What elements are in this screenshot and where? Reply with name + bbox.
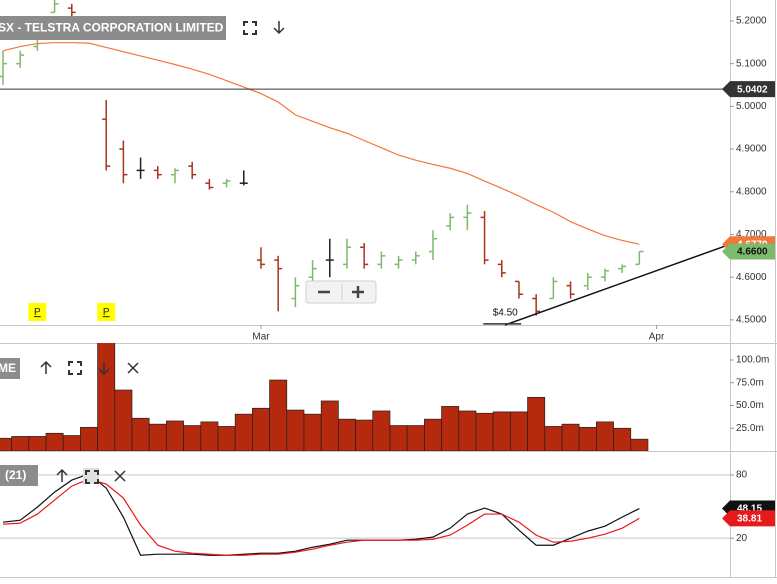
- panel: [0, 343, 649, 451]
- panel: [0, 0, 644, 316]
- volume-bar: [217, 426, 236, 451]
- y-tick-label: 4.9000: [736, 144, 767, 155]
- volume-bar: [492, 411, 511, 451]
- volume-bar: [97, 343, 116, 451]
- y-tick-label: 4.7000: [736, 229, 767, 240]
- chart-title: SX - TELSTRA CORPORATION LIMITED: [0, 21, 224, 35]
- volume-bar: [148, 423, 167, 451]
- value-tag-label: 48.15: [737, 504, 762, 515]
- y-tick-label: 4.5000: [736, 315, 767, 326]
- y-tick-label: 25.0m: [736, 423, 764, 434]
- indicator-line: [2, 473, 640, 556]
- volume-bar: [234, 413, 253, 451]
- marker-box: [97, 303, 116, 321]
- volume-bar: [510, 411, 528, 451]
- volume-bar: [200, 421, 219, 451]
- title-box: [0, 16, 226, 40]
- y-tick-label: 50.0m: [736, 400, 764, 411]
- moving-average: [2, 42, 640, 245]
- volume-bar: [406, 425, 425, 451]
- volume-bar: [527, 396, 546, 451]
- volume-bar: [286, 409, 305, 451]
- volume-bar: [269, 379, 288, 451]
- fullscreen-icon[interactable]: [85, 470, 99, 484]
- marker-label: P: [34, 307, 41, 318]
- up-icon[interactable]: [56, 468, 68, 482]
- y-tick-label: 75.0m: [736, 377, 764, 388]
- volume-bar: [11, 436, 30, 451]
- value-tag-label: 5.0402: [737, 84, 768, 95]
- panel-title: ME: [0, 361, 16, 375]
- value-tag: [722, 510, 775, 527]
- volume-bar: [613, 427, 632, 451]
- value-tag-label: 4.6600: [737, 247, 768, 258]
- volume-bar: [28, 436, 47, 451]
- zoom-in[interactable]: [352, 286, 364, 298]
- volume-bar: [303, 413, 322, 451]
- marker-label: P: [103, 307, 110, 318]
- volume-bar: [183, 425, 202, 451]
- title-box: [0, 358, 20, 379]
- volume-bar: [424, 418, 442, 451]
- y-tick-label: 4.6000: [736, 272, 767, 283]
- y-tick-label: 20: [736, 533, 748, 544]
- y-tick-label: 4.8000: [736, 186, 767, 197]
- indicator-line: [2, 478, 640, 556]
- volume-bar: [252, 407, 270, 451]
- volume-bar: [45, 432, 64, 451]
- close-icon[interactable]: [114, 470, 126, 482]
- volume-bar: [596, 421, 614, 451]
- value-tag: [722, 81, 775, 98]
- x-tick-label: Mar: [252, 332, 270, 343]
- zoom-box: [305, 280, 377, 304]
- y-tick-label: 5.0000: [736, 101, 767, 112]
- y-tick-label: 5.2000: [736, 16, 767, 27]
- volume-bar: [80, 426, 98, 451]
- x-tick-label: Apr: [649, 332, 665, 343]
- fullscreen-icon[interactable]: [243, 21, 257, 35]
- volume-bar: [0, 437, 12, 451]
- volume-bar: [166, 420, 184, 451]
- volume-bar: [62, 435, 81, 451]
- volume-bar: [475, 412, 494, 451]
- volume-bar: [578, 426, 597, 451]
- data-layer: 4.5000 4.6000 4.7000 4.8000 4.9000 5.0000 5.10…: [0, 0, 775, 556]
- y-tick-label: 80: [736, 470, 748, 481]
- panel-title: (21): [5, 468, 26, 482]
- marker-box: [28, 303, 47, 321]
- annotation-label: $4.50: [493, 308, 518, 319]
- down-icon[interactable]: [98, 362, 110, 376]
- volume-bar: [355, 419, 374, 451]
- value-tag: [722, 243, 775, 260]
- volume-bar: [338, 418, 356, 451]
- ui-layer: SX - TELSTRA CORPORATION LIMITED ME (21): [0, 16, 377, 486]
- volume-bar: [131, 417, 150, 451]
- volume-bar: [389, 425, 408, 451]
- volume-bar: [544, 426, 563, 451]
- y-tick-label: 100.0m: [736, 355, 769, 366]
- zoom-control[interactable]: [305, 280, 377, 304]
- volume-bar: [458, 410, 477, 451]
- title-box: [0, 465, 38, 486]
- volume-bar: [441, 406, 460, 451]
- fullscreen-icon[interactable]: [68, 361, 82, 375]
- volume-bar: [372, 410, 391, 451]
- volume-bar: [630, 438, 649, 451]
- volume-bar: [320, 400, 339, 451]
- value-tag-label: 38.81: [737, 514, 762, 525]
- y-tick-label: 5.1000: [736, 58, 767, 69]
- volume-bar: [561, 423, 580, 451]
- volume-bar: [114, 389, 133, 451]
- trend-line: [504, 243, 731, 326]
- up-icon[interactable]: [40, 360, 52, 374]
- close-icon[interactable]: [127, 362, 139, 374]
- down-icon[interactable]: [273, 21, 285, 35]
